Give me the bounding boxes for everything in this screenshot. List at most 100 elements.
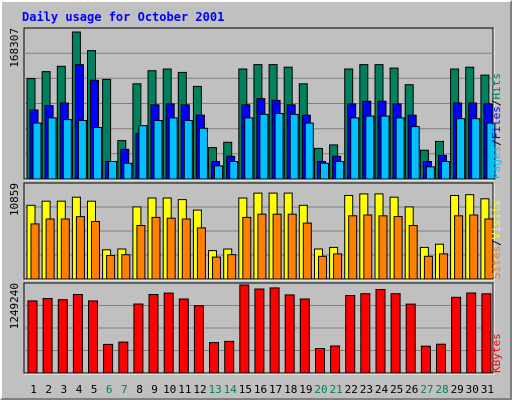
legend-separator: / xyxy=(490,139,503,146)
sites-bar xyxy=(75,216,85,280)
x-tick-label: 5 xyxy=(91,383,98,396)
kbytes-bar xyxy=(405,303,416,374)
kbytes-bar xyxy=(284,294,295,374)
kbytes-bar xyxy=(451,296,462,374)
sites-bar xyxy=(469,214,479,280)
sites-bar xyxy=(348,215,358,280)
x-tick-label: 13 xyxy=(208,383,221,396)
sites-bar xyxy=(181,218,191,280)
x-tick-label: 29 xyxy=(451,383,464,396)
pages-bar xyxy=(123,162,133,180)
x-tick-label: 2 xyxy=(45,383,52,396)
x-tick-label: 20 xyxy=(314,383,327,396)
x-tick-label: 7 xyxy=(121,383,128,396)
kbytes-bar xyxy=(133,303,144,374)
x-tick-label: 12 xyxy=(193,383,206,396)
sites-ymax-label: 10859 xyxy=(8,183,21,216)
x-tick-label: 28 xyxy=(435,383,448,396)
pages-bar xyxy=(471,118,481,180)
pages-bar xyxy=(380,115,390,180)
panel-highlight xyxy=(24,183,495,281)
pages-bar xyxy=(425,166,435,180)
pages-bar xyxy=(259,113,269,180)
kbytes-bar xyxy=(269,287,280,374)
panel-highlight xyxy=(24,283,495,375)
pages-bar xyxy=(183,120,193,180)
kbytes-bar xyxy=(375,289,386,374)
pages-bar xyxy=(62,119,72,180)
pages-bar xyxy=(320,162,329,180)
pages-bar xyxy=(365,115,375,180)
legend-visits: Visits xyxy=(490,200,503,240)
sites-bar xyxy=(242,216,252,280)
x-tick-label: 26 xyxy=(405,383,418,396)
x-tick-label: 19 xyxy=(299,383,312,396)
pages-bar xyxy=(350,117,360,180)
x-tick-label: 22 xyxy=(345,383,358,396)
sites-bar xyxy=(212,256,221,280)
pages-bar xyxy=(486,122,496,180)
sites-bar xyxy=(151,216,161,280)
hits-ymax-label: 168307 xyxy=(8,28,21,68)
sites-bar xyxy=(136,225,146,280)
legend-kbytes: KBytes xyxy=(490,333,503,373)
x-tick-label: 10 xyxy=(163,383,176,396)
sites-bar xyxy=(196,227,206,280)
x-tick-label: 21 xyxy=(329,383,342,396)
sites-legend: Sites/Visits xyxy=(490,200,503,280)
x-tick-labels: 1 2 3 4 5 6 7 8 9 10 11 12 13 14 15 16 17 18 19 20 21 22 23 24 2… xyxy=(30,383,494,396)
kbytes-bar xyxy=(436,343,446,374)
kbytes-bar xyxy=(57,299,68,374)
x-tick-label: 23 xyxy=(360,383,373,396)
kbytes-bar xyxy=(481,293,492,374)
sites-bar xyxy=(166,217,176,280)
sites-bar xyxy=(393,216,403,280)
kbytes-bar xyxy=(299,298,310,374)
kbytes-bar xyxy=(148,294,159,374)
kbytes-bar xyxy=(163,292,174,374)
sites-bar xyxy=(439,253,448,280)
kbytes-legend: KBytes xyxy=(490,333,503,373)
chart-title: Daily usage for October 2001 xyxy=(22,10,224,24)
pages-bar xyxy=(229,161,239,180)
x-tick-label: 17 xyxy=(269,383,282,396)
sites-bar xyxy=(333,253,343,280)
legend-files: Files xyxy=(490,106,503,139)
kbytes-bar xyxy=(239,284,250,374)
pages-bar xyxy=(108,161,118,180)
legend-separator: / xyxy=(490,239,503,246)
x-tick-label: 31 xyxy=(481,383,494,396)
x-tick-label: 30 xyxy=(466,383,479,396)
hits-legend: Pages/Files/Hits xyxy=(490,73,503,179)
pages-bar xyxy=(244,117,254,180)
legend-separator: / xyxy=(490,100,503,107)
bars-layer xyxy=(26,31,496,374)
x-tick-label: 24 xyxy=(375,383,389,396)
sites-bar xyxy=(227,254,237,280)
x-tick-label: 27 xyxy=(420,383,433,396)
sites-bar xyxy=(91,221,100,280)
pages-bar xyxy=(93,127,102,180)
kbytes-bar xyxy=(27,300,38,374)
sites-bar xyxy=(408,225,418,280)
pages-bar xyxy=(32,122,42,180)
pages-bar xyxy=(138,125,148,180)
sites-bar xyxy=(272,213,282,280)
x-tick-label: 11 xyxy=(178,383,191,396)
sites-bar xyxy=(363,214,373,280)
pages-bar xyxy=(395,117,405,180)
pages-bar xyxy=(168,117,178,180)
kbytes-bar xyxy=(466,292,477,374)
panel-highlight xyxy=(24,28,495,181)
sites-bar xyxy=(454,215,464,280)
x-tick-label: 3 xyxy=(60,383,67,396)
kbytes-bar xyxy=(224,340,235,374)
x-tick-label: 6 xyxy=(106,383,113,396)
kbytes-bar xyxy=(88,300,98,374)
x-tick-label: 25 xyxy=(390,383,403,396)
x-tick-label: 1 xyxy=(30,383,37,396)
kbytes-bar xyxy=(193,305,204,374)
pages-bar xyxy=(77,120,87,180)
